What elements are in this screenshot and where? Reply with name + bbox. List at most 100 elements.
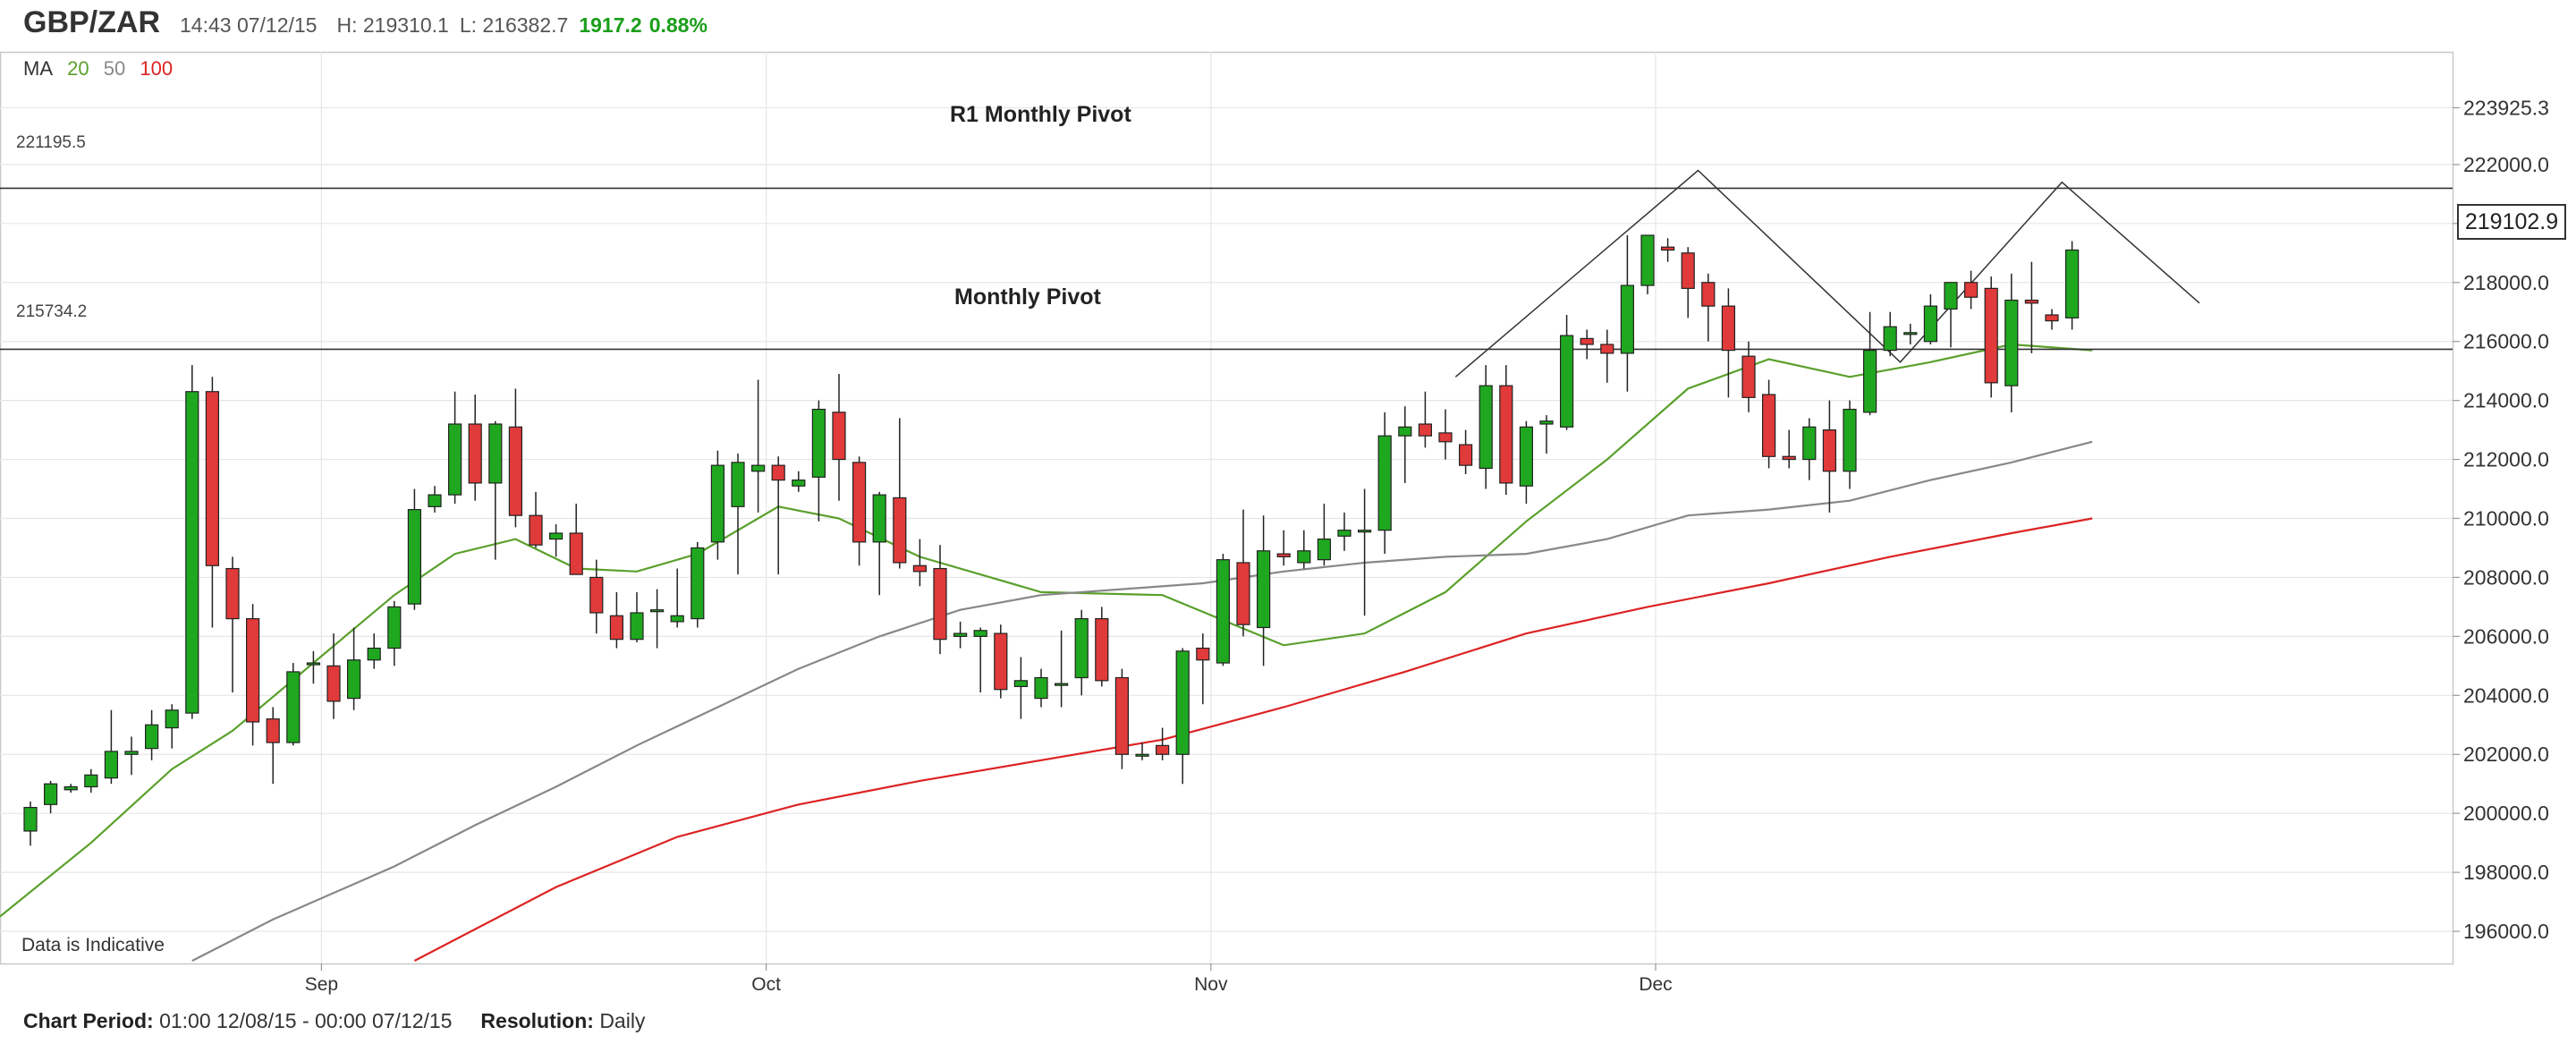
candle-up <box>1519 420 1534 505</box>
candle-body <box>1337 530 1352 537</box>
candle-up <box>1620 235 1635 392</box>
candle-body <box>1357 530 1372 533</box>
candle-up <box>1843 400 1857 489</box>
y-tick-label: 214000.0 <box>2463 389 2549 412</box>
ma-100-toggle[interactable]: 100 <box>140 57 174 80</box>
candle-body <box>145 724 159 750</box>
candle-body <box>1013 680 1029 688</box>
candle-up <box>2065 241 2080 330</box>
high-label: H: 219310.1 <box>336 13 449 37</box>
candle-body <box>1216 559 1231 664</box>
candle-up <box>953 621 968 649</box>
candle-down <box>529 491 543 548</box>
candle-down <box>1499 365 1513 496</box>
candle-up <box>973 627 987 693</box>
candle-body <box>387 606 402 649</box>
candle-body <box>1944 282 1958 310</box>
candle-body <box>347 659 361 700</box>
candle-body <box>691 547 705 620</box>
candle-body <box>872 494 886 543</box>
ma-100-line <box>413 517 2093 962</box>
candle-up <box>1559 315 1574 430</box>
candle-body <box>266 718 280 743</box>
candle-body <box>1074 617 1089 679</box>
candle-body <box>246 617 260 723</box>
resolution-label: Resolution: <box>480 1009 594 1032</box>
candle-body <box>994 632 1008 691</box>
candle-body <box>710 464 725 543</box>
x-tick-label: Nov <box>1194 974 1228 995</box>
candle-body <box>1640 234 1655 286</box>
candle-up <box>165 704 179 749</box>
candle-body <box>649 609 665 613</box>
candle-body <box>225 567 240 620</box>
x-tick-label: Dec <box>1639 974 1672 995</box>
candle-down <box>1782 429 1796 469</box>
candle-body <box>428 494 442 507</box>
candle-body <box>1054 683 1069 686</box>
candle-up <box>387 600 402 666</box>
candle-up <box>670 568 684 628</box>
candle-up <box>1863 311 1877 416</box>
candle-body <box>912 564 928 573</box>
candle-body <box>1580 337 1594 345</box>
candle-body <box>2065 249 2080 318</box>
candle-body <box>1964 282 1979 298</box>
candle-body <box>953 632 968 637</box>
candle-body <box>43 783 58 805</box>
ma-legend[interactable]: MA 20 50 100 <box>23 57 182 81</box>
candle-body <box>2004 299 2019 386</box>
ma-50-toggle[interactable]: 50 <box>103 57 126 80</box>
y-tick-label: 208000.0 <box>2463 565 2549 589</box>
candle-up <box>286 663 301 746</box>
candle-up <box>1398 406 1412 483</box>
candle-body <box>1519 426 1534 487</box>
r1-pivot-label: R1 Monthly Pivot <box>950 102 1131 127</box>
candle-body <box>1458 444 1473 466</box>
candle-up <box>367 633 381 669</box>
y-tick-label: 222000.0 <box>2463 153 2549 176</box>
y-tick-label: 206000.0 <box>2463 624 2549 648</box>
x-tick-label: Oct <box>751 974 781 995</box>
candle-body <box>1660 246 1675 251</box>
candle-down <box>1438 409 1453 460</box>
candle-up <box>428 486 442 513</box>
candle-body <box>1095 617 1109 682</box>
ma-20-toggle[interactable]: 20 <box>67 57 89 80</box>
y-tick-label: 196000.0 <box>2463 920 2549 943</box>
candle-down <box>2045 309 2059 330</box>
candle-body <box>1297 550 1311 564</box>
candle-up <box>23 801 38 846</box>
y-tick-label: 200000.0 <box>2463 802 2549 825</box>
candle-up <box>488 420 503 560</box>
candle-down <box>1458 429 1473 475</box>
candle-up <box>1054 630 1069 708</box>
candle-body <box>1398 426 1412 437</box>
candle-up <box>306 650 320 684</box>
candle-body <box>1802 426 1817 461</box>
candle-body <box>1114 676 1130 755</box>
candle-down <box>609 591 624 649</box>
candle-down <box>468 395 482 501</box>
candle-body <box>326 665 341 702</box>
candle-body <box>367 647 381 661</box>
candle-body <box>1903 332 1918 335</box>
candle-body <box>832 412 846 461</box>
candle-down <box>1741 341 1756 412</box>
candle-body <box>811 408 826 478</box>
candle-down <box>1660 238 1675 262</box>
candle-up <box>1903 323 1918 344</box>
candle-body <box>670 615 684 623</box>
candle-down <box>1236 509 1250 637</box>
candle-down <box>1196 633 1210 705</box>
candle-up <box>1539 415 1554 454</box>
candle-up <box>1013 657 1029 719</box>
candle-body <box>1620 284 1635 354</box>
candle-body <box>1499 385 1513 484</box>
candle-up <box>872 491 886 596</box>
candle-body <box>893 497 907 564</box>
candle-body <box>1175 650 1190 755</box>
candle-down <box>508 388 523 528</box>
candle-body <box>1923 305 1937 343</box>
